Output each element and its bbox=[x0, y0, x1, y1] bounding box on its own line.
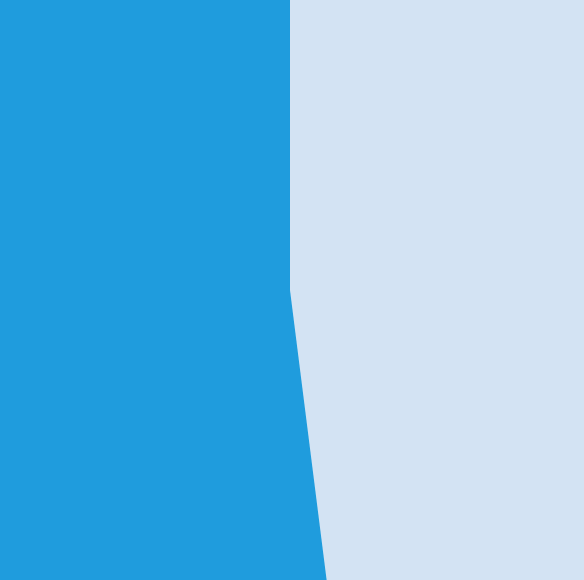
pie-slice-0 bbox=[290, 0, 584, 580]
pie-chart-svg bbox=[0, 0, 584, 580]
pie-chart-canvas bbox=[0, 0, 584, 580]
